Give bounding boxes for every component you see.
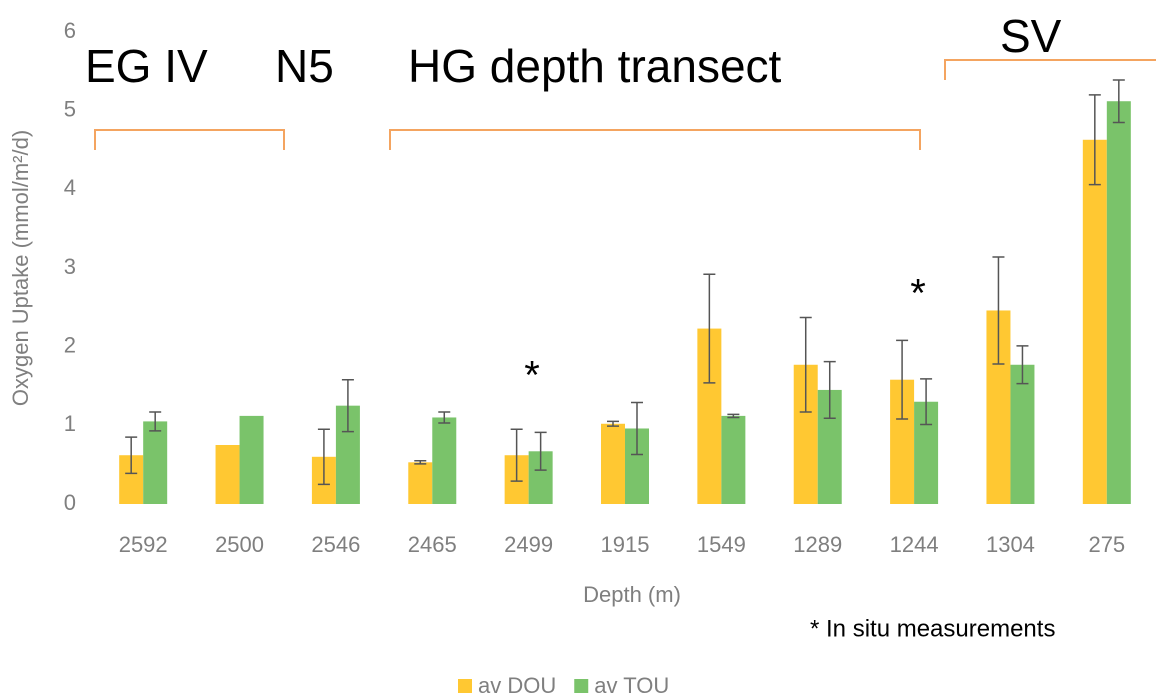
annotation: EG IV (85, 40, 208, 92)
x-tick-label: 1549 (697, 532, 746, 557)
y-axis-label: Oxygen Uptake (mmol/m²/d) (8, 130, 33, 406)
error-bar (920, 378, 933, 426)
legend-label: av TOU (594, 673, 669, 698)
brackets (94, 59, 1156, 150)
bar (239, 415, 264, 504)
x-tick-label: 2546 (311, 532, 360, 557)
error-bar (607, 420, 619, 427)
error-bar (317, 428, 330, 486)
bracket (389, 129, 921, 150)
error-bar (1016, 345, 1029, 385)
bar (1082, 139, 1107, 505)
error-bar (727, 413, 740, 419)
x-tick-label: 1915 (601, 532, 650, 557)
bar (1010, 364, 1035, 504)
error-bar (341, 378, 354, 433)
legend-swatch (574, 679, 589, 693)
error-bar (149, 411, 162, 432)
x-axis-label: Depth (m) (583, 582, 681, 607)
error-bar (1112, 79, 1125, 124)
y-tick-label: 6 (64, 18, 76, 43)
bar (408, 462, 433, 504)
y-tick-label: 5 (64, 96, 76, 121)
y-tick-label: 4 (64, 175, 76, 200)
error-bar (125, 436, 138, 475)
x-tick-label: 1244 (890, 532, 939, 557)
x-tick-label: 2465 (408, 532, 457, 557)
error-bar (534, 431, 547, 471)
bar (1106, 101, 1131, 504)
x-tick-label: 2592 (119, 532, 168, 557)
annotation: * (910, 272, 926, 316)
bar (143, 421, 168, 504)
x-tick-label: 2500 (215, 532, 264, 557)
error-bar (414, 459, 427, 465)
annotation: * In situ measurements (810, 615, 1055, 642)
y-tick-label: 3 (64, 254, 76, 279)
bracket (94, 129, 285, 150)
error-bar (992, 256, 1005, 365)
bracket (944, 59, 1156, 80)
annotation: SV (1000, 10, 1062, 62)
bar (215, 445, 240, 504)
x-tick-label: 1304 (986, 532, 1035, 557)
error-bar (631, 401, 643, 456)
error-bar (703, 273, 716, 384)
annotation: HG depth transect (408, 40, 782, 92)
error-bar (1088, 94, 1101, 186)
error-bar (896, 339, 909, 420)
error-bar (438, 411, 451, 424)
bar (432, 417, 457, 504)
y-tick-label: 0 (64, 490, 76, 515)
error-bar (799, 316, 812, 413)
x-tick-label: 1289 (793, 532, 842, 557)
bar (601, 423, 625, 504)
x-tick-label: 275 (1088, 532, 1125, 557)
legend-label: av DOU (478, 673, 556, 698)
legend-swatch (458, 679, 472, 693)
bar (721, 415, 746, 504)
annotation: N5 (275, 40, 334, 92)
error-bar (823, 360, 836, 420)
annotation: * (524, 354, 540, 398)
x-tick-label: 2499 (504, 532, 553, 557)
error-bar (510, 428, 523, 482)
y-tick-label: 2 (64, 332, 76, 357)
y-tick-label: 1 (64, 411, 76, 436)
